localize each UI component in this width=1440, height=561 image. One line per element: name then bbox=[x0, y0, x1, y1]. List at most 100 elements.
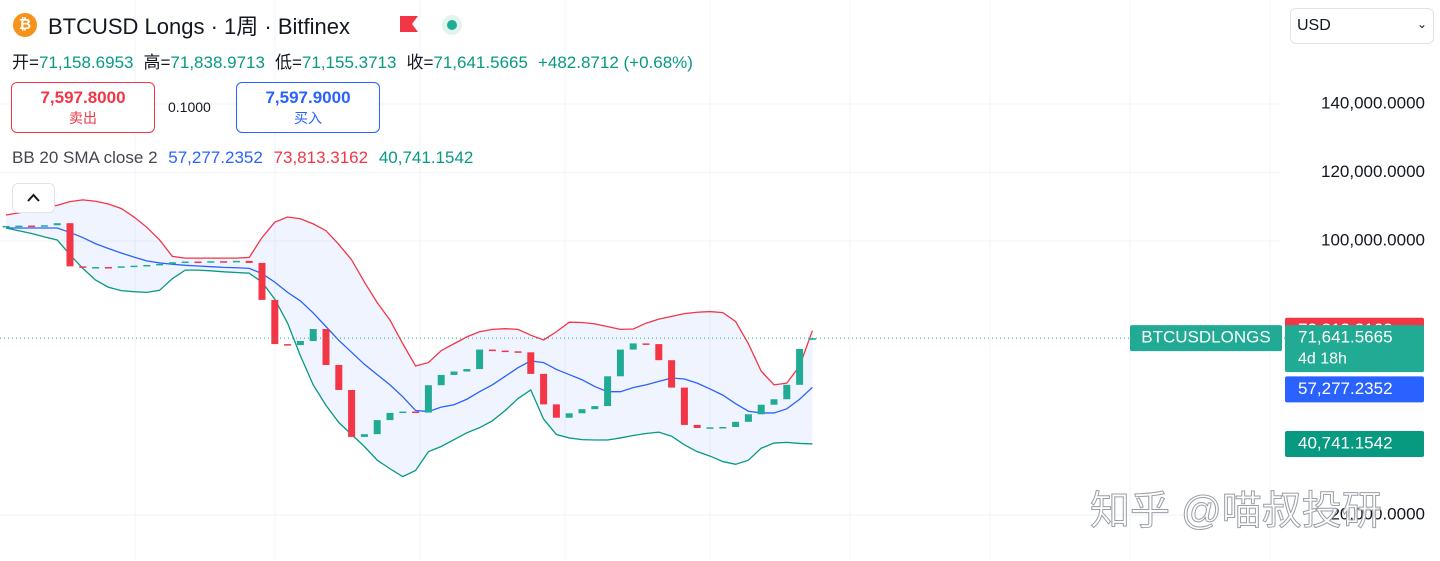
candle-body bbox=[629, 343, 637, 350]
ohlc-label: 高= bbox=[143, 53, 171, 72]
candle-body bbox=[2, 225, 10, 228]
candle-body bbox=[53, 223, 61, 226]
symbol-tag-box bbox=[1130, 325, 1282, 352]
candle-body bbox=[220, 261, 228, 263]
tag-box bbox=[1285, 325, 1424, 373]
candle-body bbox=[540, 373, 548, 405]
candle-body bbox=[412, 411, 420, 414]
tag-text: 71,641.5665 bbox=[1298, 328, 1393, 347]
indicator-value: 40,741.1542 bbox=[378, 148, 474, 167]
candle-body bbox=[719, 426, 727, 429]
symbol-title: BTCUSD Longs · 1周 · Bitfinex bbox=[48, 14, 350, 39]
candle-body bbox=[322, 329, 330, 365]
candle-body bbox=[591, 406, 599, 410]
tag-box bbox=[1285, 376, 1424, 403]
candle-body bbox=[488, 349, 496, 352]
candle-body bbox=[514, 351, 522, 353]
countdown: 4d 18h bbox=[1298, 350, 1347, 367]
candle-body bbox=[424, 385, 432, 413]
candle-body bbox=[680, 387, 688, 425]
candle-body bbox=[437, 374, 445, 386]
buy-price: 7,597.9000 bbox=[265, 88, 351, 107]
sell-button[interactable]: 7,597.8000 卖出 bbox=[11, 82, 155, 133]
band-fill bbox=[6, 199, 813, 477]
candle-body bbox=[207, 261, 215, 263]
candle-body bbox=[501, 350, 509, 353]
candle-body bbox=[693, 424, 701, 429]
lower-tag: 40,741.1542 bbox=[1285, 430, 1424, 457]
candle-body bbox=[130, 265, 138, 268]
ohlc-value: 71,641.5665 bbox=[433, 53, 528, 72]
ohlc-label: 低= bbox=[274, 53, 302, 72]
candle-body bbox=[92, 267, 100, 269]
candle-body bbox=[668, 360, 676, 388]
middle-tag: 57,277.2352 bbox=[1285, 376, 1424, 403]
candle-body bbox=[552, 404, 560, 418]
band-line bbox=[5, 199, 814, 386]
candle-body bbox=[194, 261, 202, 264]
ohlc-value: 71,155.3713 bbox=[301, 53, 397, 72]
candle-body bbox=[565, 413, 573, 418]
tag-box bbox=[1285, 430, 1424, 457]
candle-body bbox=[360, 434, 368, 437]
spread: 0.1000 bbox=[168, 99, 211, 115]
dropdown-arrow: ⌄ bbox=[1416, 17, 1427, 31]
candle-body bbox=[757, 404, 765, 415]
candle-body bbox=[642, 343, 650, 345]
band-line bbox=[6, 227, 813, 414]
chevron-up bbox=[27, 193, 40, 202]
tag-text: 57,277.2352 bbox=[1298, 379, 1393, 398]
sell-price: 7,597.8000 bbox=[40, 88, 126, 107]
candle-body bbox=[655, 344, 663, 361]
candle-body bbox=[706, 427, 714, 429]
candle-body bbox=[616, 349, 624, 377]
candle-body bbox=[463, 369, 471, 372]
candle-body bbox=[527, 352, 535, 374]
candle-body bbox=[40, 225, 48, 227]
candle-body bbox=[386, 412, 394, 421]
sell-label: 卖出 bbox=[69, 110, 97, 126]
y-tick-label: 20,000.0000 bbox=[1330, 504, 1425, 523]
candle-body bbox=[578, 409, 586, 414]
candle-body bbox=[373, 420, 381, 435]
candle-body bbox=[808, 338, 816, 340]
candle-body bbox=[271, 299, 279, 345]
ohlc-label: 收= bbox=[406, 53, 434, 72]
indicator-name: BB 20 SMA close 2 bbox=[12, 148, 158, 167]
candle-body bbox=[232, 260, 240, 263]
buy-label: 买入 bbox=[294, 110, 322, 126]
collapse-button[interactable] bbox=[12, 183, 55, 213]
candle-body bbox=[476, 349, 484, 370]
candle-body bbox=[143, 264, 151, 267]
candle-body bbox=[168, 262, 176, 264]
buy-button[interactable]: 7,597.9000 买入 bbox=[236, 82, 380, 133]
candle-body bbox=[744, 414, 752, 422]
candle-body bbox=[732, 421, 740, 427]
candle-body bbox=[258, 262, 266, 300]
tag-text: 40,741.1542 bbox=[1298, 433, 1393, 452]
symbol-tag: BTCUSDLONGS bbox=[1141, 328, 1270, 347]
currency: USD bbox=[1297, 17, 1331, 34]
candle-body bbox=[181, 261, 189, 264]
ohlc-value: 71,838.9713 bbox=[170, 53, 265, 72]
candle-body bbox=[783, 384, 791, 400]
ohlc-label: 开= bbox=[12, 53, 39, 72]
ohlc-row: 开=71,158.6953 高=71,838.9713 低=71,155.3713 收… bbox=[12, 48, 693, 73]
candle-body bbox=[79, 266, 87, 268]
candle-body bbox=[296, 341, 304, 346]
candle-body bbox=[399, 411, 407, 414]
candle-body bbox=[15, 225, 23, 228]
indicator-row: BB 20 SMA close 2 57,277.2352 73,813.316… bbox=[12, 148, 473, 168]
watermark: 知乎 @喵叔投研 bbox=[1090, 489, 1383, 534]
last-price-tag: 71,641.5665 4d 18h bbox=[1285, 325, 1424, 373]
band-line bbox=[5, 227, 813, 478]
currency-select[interactable]: USD ⌄ bbox=[1290, 8, 1434, 44]
candle-body bbox=[117, 266, 125, 268]
status-icons bbox=[400, 15, 462, 35]
y-tick-label: 140,000.0000 bbox=[1321, 93, 1425, 112]
candle-body bbox=[284, 344, 292, 346]
candle-body bbox=[770, 399, 778, 405]
candle-body bbox=[156, 263, 164, 266]
